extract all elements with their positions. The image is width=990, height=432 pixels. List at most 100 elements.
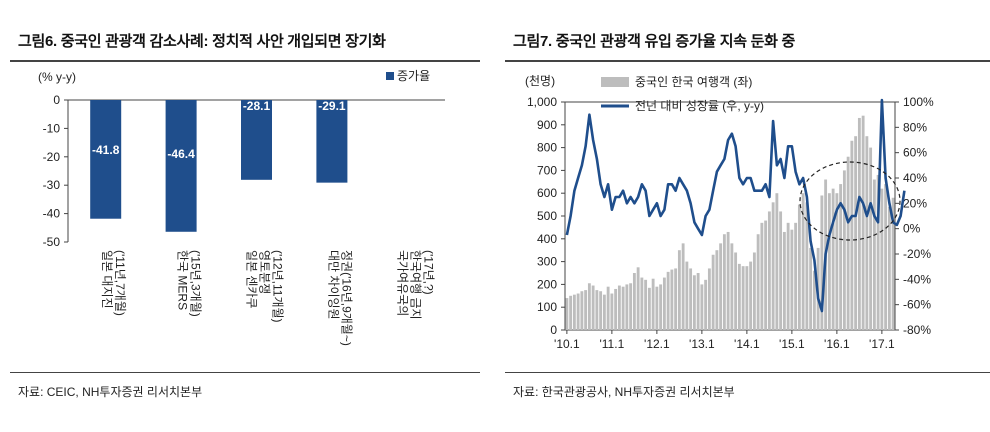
right-monthly-bar <box>659 284 663 330</box>
right-monthly-bar <box>617 285 621 330</box>
right-monthly-bar <box>854 136 858 330</box>
right-monthly-bar <box>794 222 798 330</box>
left-figure-title: 그림6. 중국인 관광객 감소사례: 정치적 사안 개입되면 장기화 <box>18 33 386 50</box>
right-monthly-bar <box>887 206 891 330</box>
left-category-label: ('17년,?) <box>421 250 435 295</box>
left-category-label: 한국 MERS <box>176 250 190 310</box>
right-left-tick-label: 600 <box>537 186 557 200</box>
right-monthly-bar <box>651 278 655 330</box>
left-category-label: 대만 차이잉원 <box>326 250 340 320</box>
right-monthly-bar <box>711 254 715 330</box>
right-monthly-bar <box>749 261 753 330</box>
right-x-tick-label: '16.1 <box>824 337 850 351</box>
right-monthly-bar <box>722 234 726 330</box>
right-monthly-bar <box>647 287 651 330</box>
right-monthly-bar <box>850 140 854 330</box>
right-monthly-bar <box>614 288 618 330</box>
right-monthly-bar <box>876 174 880 330</box>
left-y-unit-label: (% y-y) <box>38 70 76 84</box>
right-monthly-bar <box>827 193 831 330</box>
right-left-tick-label: 200 <box>537 277 557 291</box>
right-monthly-bar <box>599 291 603 330</box>
right-monthly-bar <box>771 202 775 330</box>
right-monthly-bar <box>580 291 584 330</box>
right-x-tick-label: '12.1 <box>644 337 670 351</box>
left-title-rule <box>10 60 480 62</box>
right-monthly-bar <box>632 273 636 330</box>
right-monthly-bar <box>782 231 786 330</box>
right-monthly-bar <box>779 211 783 330</box>
right-monthly-bar <box>869 147 873 330</box>
right-monthly-bar <box>569 295 573 330</box>
right-monthly-bar <box>696 273 700 330</box>
right-monthly-bar <box>636 267 640 330</box>
right-monthly-bar <box>655 286 659 330</box>
right-monthly-bar <box>595 290 599 330</box>
left-y-tick-label: -10 <box>43 121 61 135</box>
right-left-tick-label: 0 <box>550 323 557 337</box>
left-category-label: 정권('16년,9개월~) <box>339 250 353 346</box>
right-monthly-bar <box>865 136 869 330</box>
right-monthly-bar <box>872 179 876 330</box>
left-y-tick-label: -40 <box>43 207 61 221</box>
right-monthly-bar <box>767 211 771 330</box>
right-left-tick-label: 1,000 <box>527 95 557 109</box>
left-bar-data-label: -46.4 <box>167 147 195 161</box>
right-x-tick-label: '14.1 <box>734 337 760 351</box>
right-monthly-bar <box>576 293 580 330</box>
left-category-label: ('11년,7개월) <box>113 250 127 316</box>
right-monthly-bar <box>715 250 719 330</box>
right-monthly-bar <box>745 266 749 330</box>
left-bar-data-label: -41.8 <box>92 143 120 157</box>
right-monthly-bar <box>640 277 644 330</box>
right-combo-chart: (천명) 중국인 한국 여행객 (좌) 전년 대비 성장률 (우, y-y) 1,00… <box>525 73 934 351</box>
right-monthly-bar <box>621 286 625 330</box>
right-monthly-bar <box>565 298 569 330</box>
left-y-tick-label: -20 <box>43 150 61 164</box>
right-x-tick-label: '13.1 <box>689 337 715 351</box>
left-category-label: ('15년,3개월) <box>189 250 203 317</box>
left-y-tick-label: -50 <box>43 235 61 249</box>
left-y-tick-label: 0 <box>53 93 60 107</box>
right-monthly-bar <box>681 243 685 330</box>
right-source-rule <box>505 372 990 373</box>
right-monthly-bar <box>704 279 708 330</box>
right-monthly-bar <box>790 229 794 330</box>
left-figure-panel: 그림6. 중국인 관광객 감소사례: 정치적 사안 개입되면 장기화 (% y-… <box>0 0 480 432</box>
right-monthly-bar <box>797 204 801 330</box>
left-category-label: 한국여행 금지 <box>408 250 423 320</box>
right-right-tick-label: 40% <box>903 171 927 185</box>
right-monthly-bar <box>587 283 591 330</box>
right-monthly-bar <box>846 156 850 330</box>
right-monthly-bar <box>730 243 734 330</box>
right-monthly-bar <box>801 193 805 330</box>
right-monthly-bar <box>707 268 711 330</box>
right-monthly-bar <box>861 115 865 331</box>
right-monthly-bar <box>572 294 576 330</box>
right-monthly-bar <box>741 266 745 330</box>
right-growth-line <box>565 98 906 313</box>
right-monthly-bar <box>839 184 843 330</box>
right-monthly-bar <box>670 269 674 330</box>
left-bar-data-label: -29.1 <box>318 99 346 113</box>
right-monthly-bar <box>677 250 681 330</box>
left-source-note: 자료: CEIC, NH투자증권 리서치본부 <box>18 385 203 399</box>
left-bar <box>241 100 272 180</box>
right-monthly-bar <box>606 286 610 330</box>
left-category-label: 일본 센카쿠 <box>245 250 259 309</box>
left-bar <box>165 100 197 232</box>
right-monthly-bar <box>857 117 861 331</box>
left-bar <box>90 100 122 219</box>
left-y-tick-label: -30 <box>43 178 61 192</box>
right-right-tick-label: -20% <box>903 247 931 261</box>
right-monthly-bar <box>884 184 888 330</box>
right-monthly-bar <box>689 268 693 330</box>
right-monthly-bar <box>820 195 824 330</box>
right-monthly-bar <box>700 284 704 330</box>
right-annotation-ellipse <box>799 161 901 241</box>
right-right-tick-label: 80% <box>903 120 927 134</box>
right-x-tick-label: '10.1 <box>554 337 580 351</box>
right-right-tick-label: 20% <box>903 196 927 210</box>
right-left-tick-label: 700 <box>537 163 557 177</box>
